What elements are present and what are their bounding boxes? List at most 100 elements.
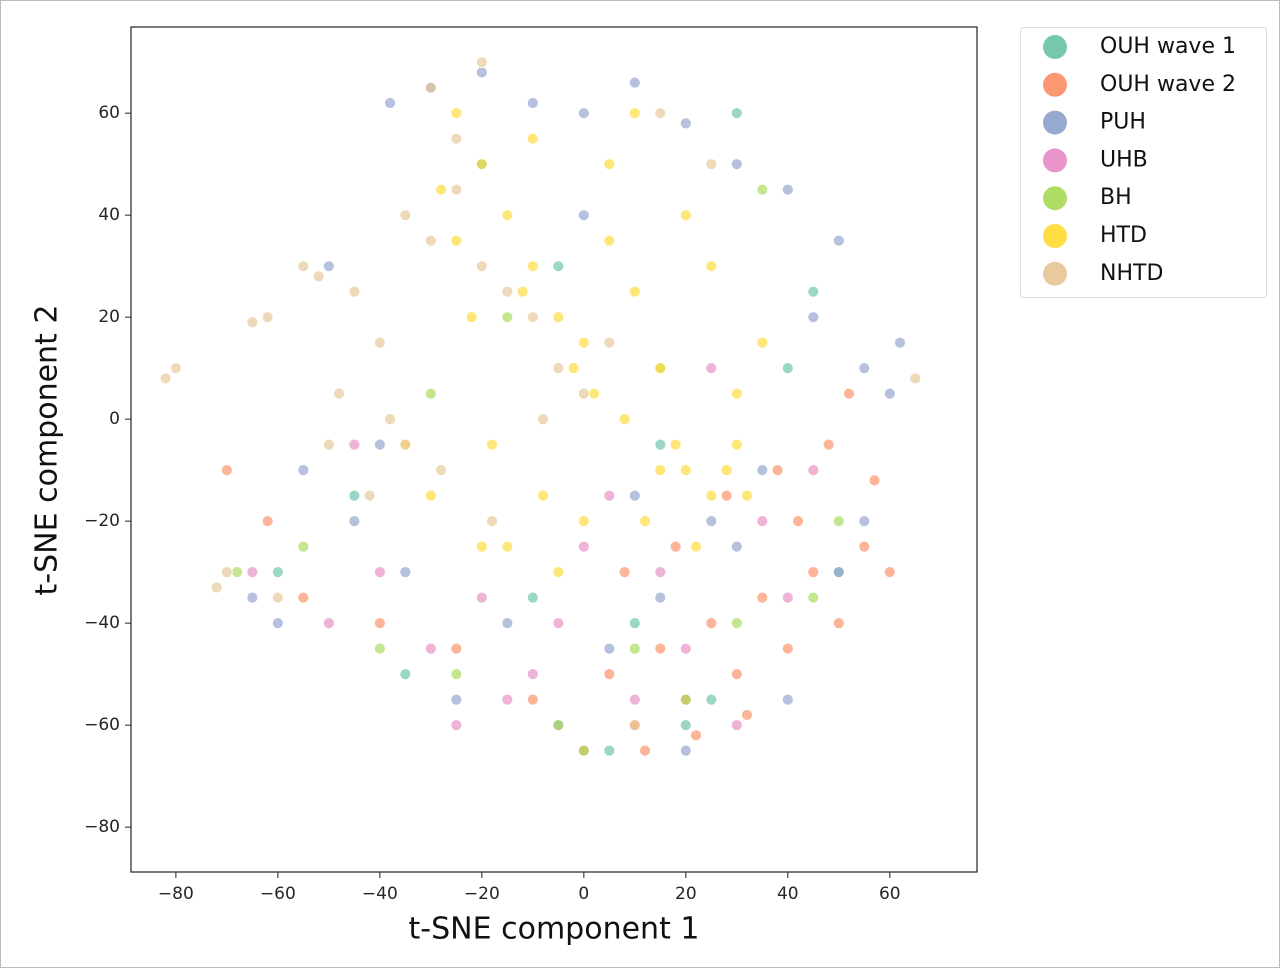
point [220,566,233,579]
legend-label: BH [1100,185,1132,210]
point [552,617,565,630]
point [348,515,361,528]
point [679,642,692,655]
legend-marker [1043,35,1067,59]
y-tick-label: 0 [109,409,120,429]
point [858,362,871,375]
point [832,566,845,579]
point [654,362,667,375]
point [537,489,549,502]
point [486,438,498,451]
point [220,464,233,477]
point [271,566,284,579]
point [577,744,590,757]
point [781,183,794,196]
y-tick-label: −20 [84,511,120,531]
point [705,362,718,375]
point [679,693,692,706]
point [883,387,896,400]
point [639,515,651,528]
point [526,693,539,706]
point [384,97,396,109]
legend-box [1020,27,1267,298]
point [475,260,488,273]
point [322,617,335,630]
point [552,311,565,324]
point [424,387,437,400]
point [312,270,325,283]
point [690,540,702,553]
point [424,81,437,94]
x-tick-label: 20 [675,884,697,904]
point [858,515,871,528]
point [384,413,396,426]
point [603,668,616,681]
x-tick-label: −80 [158,884,194,904]
point [577,515,590,528]
point [333,387,345,400]
point [679,117,692,130]
point [843,387,855,400]
point [169,362,182,375]
point [756,515,769,528]
point [450,693,463,706]
point [883,566,896,579]
point [705,515,718,528]
legend-marker [1043,186,1067,211]
point [628,693,641,706]
point [832,617,845,630]
point [705,489,718,502]
point [297,591,310,604]
point [501,209,514,222]
point [858,540,871,553]
point [679,209,692,222]
point [807,285,820,298]
point [741,489,753,502]
point [781,642,794,655]
point [603,489,616,502]
point [475,540,488,553]
y-tick-label: 40 [98,205,120,225]
point [705,260,718,273]
point [246,566,259,579]
point [475,66,488,79]
point [792,515,804,528]
legend-marker [1043,110,1067,135]
point [705,693,718,706]
point [730,617,743,630]
point [720,489,733,502]
point [909,372,922,385]
point [628,107,641,120]
point [690,729,702,742]
point [577,540,590,553]
point [552,260,565,273]
point [399,668,412,681]
point [654,591,667,604]
x-tick-label: −40 [362,884,398,904]
point [730,668,743,681]
point [450,107,463,120]
point [373,642,386,655]
point [297,540,310,553]
point [730,387,743,400]
point [628,642,641,655]
point [271,617,284,630]
point [348,285,361,298]
point [628,489,641,502]
point [654,107,667,120]
point [741,709,753,721]
point [271,591,284,604]
point [756,336,769,349]
point [577,336,590,349]
point [261,515,274,528]
point [669,540,682,553]
point [669,438,682,451]
point [322,260,335,273]
point [781,693,794,706]
point [781,362,794,375]
point [730,719,743,732]
point [526,591,539,604]
point [450,234,463,247]
point [603,158,616,171]
point [373,438,386,451]
